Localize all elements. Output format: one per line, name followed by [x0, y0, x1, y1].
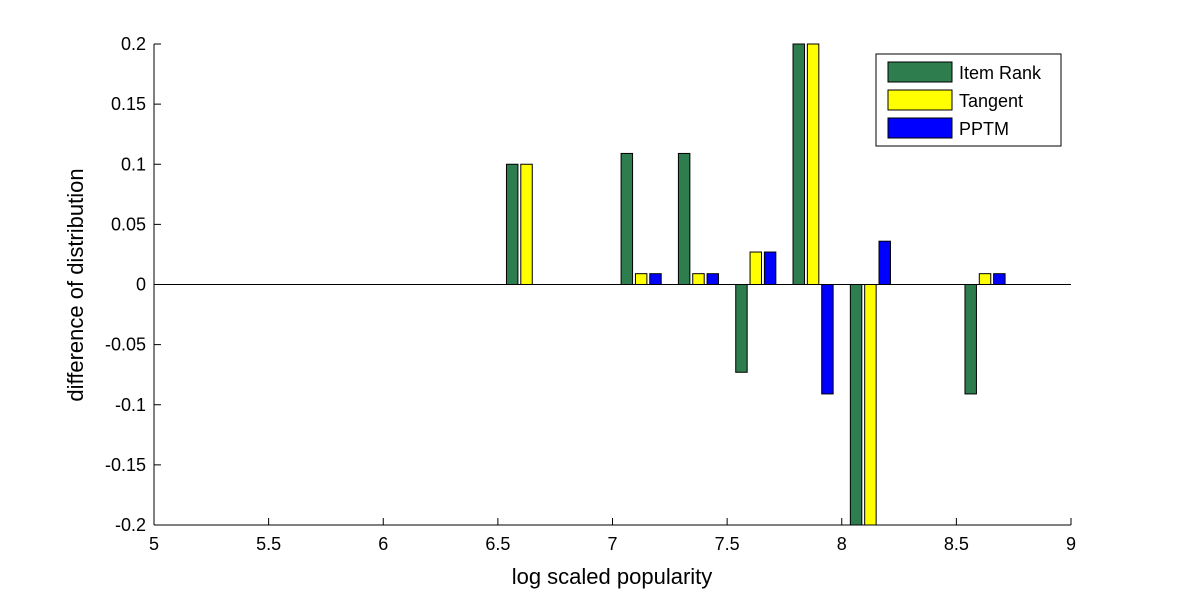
x-tick-label: 5 — [149, 534, 159, 554]
x-tick-label: 8.5 — [944, 534, 969, 554]
bar-item-rank-6 — [964, 284, 977, 395]
bar-tangent-6 — [978, 273, 992, 285]
legend-swatch-tangent — [887, 89, 953, 111]
x-tick-label: 7 — [607, 534, 617, 554]
y-tick-label: 0.15 — [111, 94, 146, 114]
bar-tangent-3 — [749, 251, 763, 285]
y-axis-ticks: 0.2 0.15 0.1 0.05 0 -0.05 -0.1 -0.15 -0.2 — [105, 34, 161, 535]
y-tick-label: 0 — [136, 275, 146, 295]
legend-label-item-rank: Item Rank — [959, 63, 1042, 83]
y-tick-label: -0.15 — [105, 455, 146, 475]
bar-pptm-3 — [763, 251, 777, 285]
bar-tangent-1 — [634, 273, 648, 285]
bar-item-rank-1 — [620, 152, 634, 285]
legend-label-pptm: PPTM — [959, 119, 1009, 139]
bar-tangent-2 — [692, 273, 705, 285]
bar-pptm-6 — [993, 273, 1006, 285]
x-tick-label: 7.5 — [715, 534, 740, 554]
bar-item-rank-2 — [677, 152, 691, 285]
y-tick-label: -0.05 — [105, 335, 146, 355]
bar-tangent-4 — [806, 43, 820, 285]
bar-item-rank-3 — [735, 284, 748, 373]
x-axis-title: log scaled popularity — [512, 564, 713, 589]
bar-item-rank-0 — [505, 163, 519, 285]
legend-label-tangent: Tangent — [959, 91, 1023, 111]
y-tick-label: 0.1 — [121, 154, 146, 174]
bar-pptm-4 — [821, 284, 834, 395]
bar-pptm-2 — [706, 273, 720, 285]
legend-swatch-pptm — [887, 117, 953, 139]
y-tick-label: -0.1 — [115, 395, 146, 415]
bars — [505, 43, 1006, 526]
bar-pptm-5 — [878, 240, 891, 286]
y-tick-label: 0.05 — [111, 214, 146, 234]
x-tick-label: 9 — [1066, 534, 1076, 554]
bar-item-rank-4 — [792, 43, 805, 285]
bar-pptm-1 — [649, 273, 662, 285]
bar-item-rank-5 — [849, 284, 863, 526]
x-tick-label: 5.5 — [256, 534, 281, 554]
legend: Item Rank Tangent PPTM — [875, 53, 1062, 147]
legend-swatch-item-rank — [887, 61, 953, 83]
bar-tangent-5 — [864, 284, 877, 526]
x-tick-label: 6 — [378, 534, 388, 554]
bar-tangent-0 — [520, 163, 533, 285]
x-axis-ticks: 5 5.5 6 6.5 7 7.5 8 8.5 9 — [149, 518, 1076, 554]
y-axis-title: difference of distribution — [63, 168, 88, 401]
x-tick-label: 8 — [837, 534, 847, 554]
y-tick-label: -0.2 — [115, 515, 146, 535]
y-tick-label: 0.2 — [121, 34, 146, 54]
x-tick-label: 6.5 — [485, 534, 510, 554]
